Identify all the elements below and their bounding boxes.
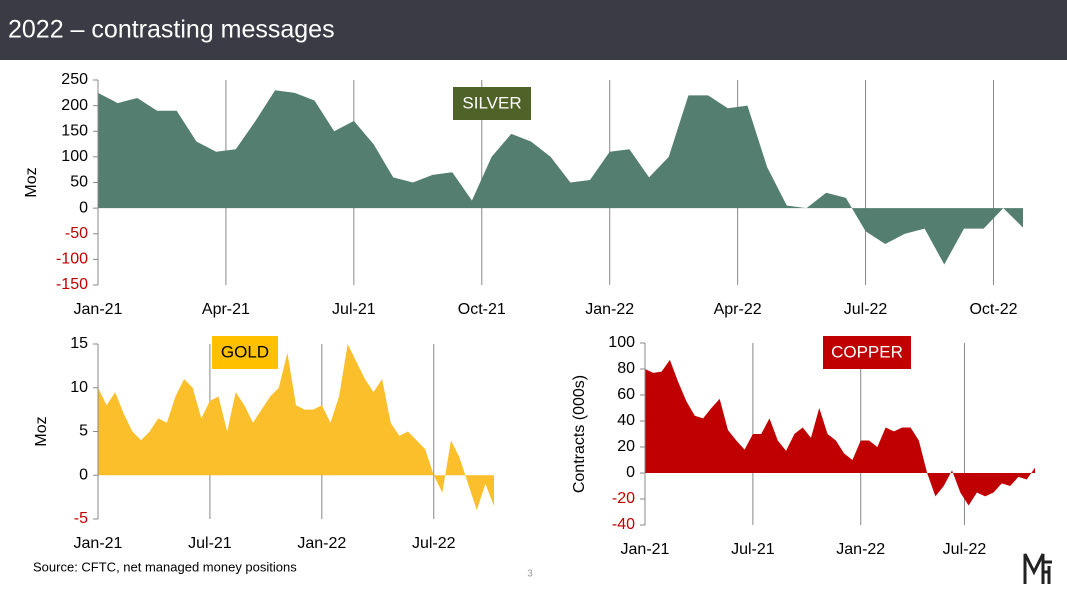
y-tick-label: -100 <box>56 251 88 268</box>
y-tick-label: 250 <box>61 71 88 88</box>
page-number: 3 <box>527 569 533 580</box>
x-tick-label: Jul-21 <box>332 301 376 318</box>
area <box>98 344 494 511</box>
y-tick-label: 0 <box>79 199 88 216</box>
y-tick-label: 150 <box>61 122 88 139</box>
y-tick-label: 20 <box>617 438 635 455</box>
x-tick-label: Jan-22 <box>297 535 346 552</box>
x-tick-label: Oct-22 <box>969 301 1017 318</box>
y-tick-label: 100 <box>608 334 635 351</box>
x-tick-label: Jul-22 <box>943 541 987 558</box>
x-tick-label: Jan-21 <box>74 301 123 318</box>
x-tick-label: Jan-22 <box>585 301 634 318</box>
logo <box>1023 553 1052 584</box>
y-tick-label: 50 <box>70 174 88 191</box>
y-axis-label: Moz <box>33 416 50 446</box>
x-tick-label: Apr-21 <box>202 301 250 318</box>
label-box <box>453 87 531 120</box>
y-tick-label: 15 <box>70 335 88 352</box>
x-tick-label: Jan-21 <box>74 535 123 552</box>
x-tick-label: Jul-22 <box>412 535 456 552</box>
x-tick-label: Jul-21 <box>188 535 232 552</box>
y-tick-label: 200 <box>61 97 88 114</box>
y-tick-label: 0 <box>79 466 88 483</box>
y-tick-label: 60 <box>617 386 635 403</box>
y-tick-label: -50 <box>65 225 88 242</box>
y-tick-label: -20 <box>612 490 635 507</box>
y-tick-label: 80 <box>617 360 635 377</box>
x-tick-label: Jul-21 <box>731 541 775 558</box>
slide-title: 2022 – contrasting messages <box>8 16 335 44</box>
series-label: GOLD <box>221 342 269 361</box>
y-tick-label: -5 <box>74 510 88 527</box>
y-axis-label: Contracts (000s) <box>571 375 588 493</box>
label-box <box>823 336 911 369</box>
label-box <box>212 336 278 369</box>
y-axis-label: Moz <box>23 167 40 197</box>
header-bar <box>0 0 1067 60</box>
y-tick-label: 10 <box>70 379 88 396</box>
y-tick-label: 5 <box>79 423 88 440</box>
x-tick-label: Oct-21 <box>458 301 506 318</box>
y-tick-label: 0 <box>626 464 635 481</box>
area <box>98 90 1023 265</box>
series-label: COPPER <box>831 342 903 361</box>
x-tick-label: Jan-22 <box>836 541 885 558</box>
y-tick-label: -150 <box>56 276 88 293</box>
area <box>645 359 1035 506</box>
source-note: Source: CFTC, net managed money position… <box>33 559 297 574</box>
y-tick-label: 100 <box>61 148 88 165</box>
x-tick-label: Jan-21 <box>621 541 670 558</box>
x-tick-label: Apr-22 <box>714 301 762 318</box>
y-tick-label: 40 <box>617 412 635 429</box>
series-label: SILVER <box>462 93 521 112</box>
y-tick-label: -40 <box>612 516 635 533</box>
x-tick-label: Jul-22 <box>844 301 888 318</box>
